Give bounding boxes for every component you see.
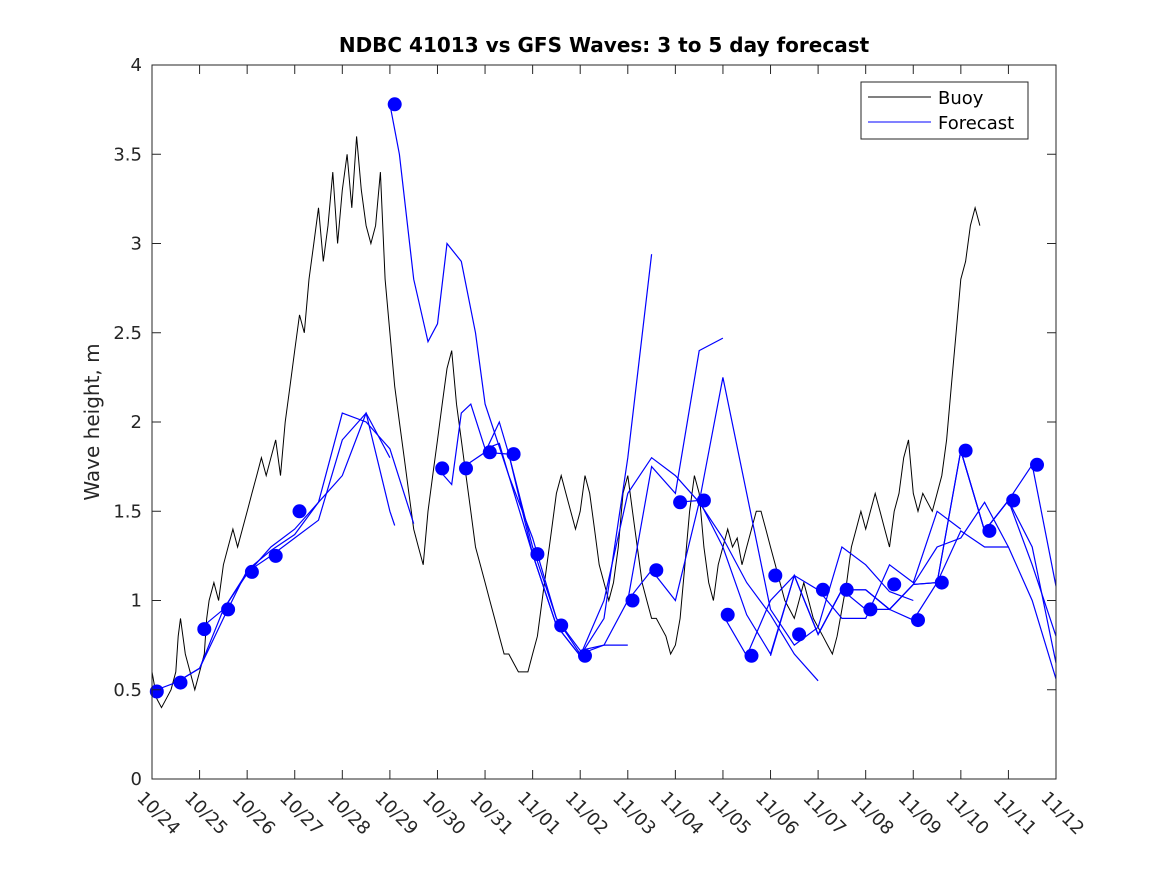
forecast-marker (197, 622, 212, 637)
forecast-marker (1006, 493, 1021, 508)
forecast-run-line (865, 530, 1057, 680)
y-tick-label: 0.5 (113, 680, 142, 701)
forecast-marker (934, 575, 949, 590)
forecast-marker (482, 445, 497, 460)
forecast-run-line (437, 254, 653, 657)
forecast-run-line (460, 337, 724, 652)
y-tick-label: 4 (131, 55, 142, 76)
forecast-run-line (485, 451, 819, 682)
forecast-marker (459, 461, 473, 476)
chart-title: NDBC 41013 vs GFS Waves: 3 to 5 day fore… (339, 33, 870, 57)
forecast-marker (435, 461, 450, 476)
forecast-run-line (389, 104, 628, 655)
buoy-line (151, 136, 981, 709)
forecast-marker (792, 627, 807, 642)
forecast-marker (625, 593, 640, 608)
forecast-marker (221, 602, 236, 617)
forecast-markers (149, 97, 1044, 699)
forecast-marker (720, 607, 735, 622)
legend-box (860, 81, 1029, 140)
y-tick-label: 2 (131, 412, 142, 433)
forecast-marker (696, 493, 711, 508)
forecast-marker (673, 495, 688, 510)
legend-buoy-label: Buoy (938, 88, 984, 109)
forecast-marker (244, 564, 259, 579)
forecast-marker (506, 447, 521, 462)
forecast-run-line (199, 412, 415, 630)
y-tick-label: 3.5 (113, 144, 142, 165)
legend-forecast-label: Forecast (938, 113, 1014, 134)
y-axis: 0 0.5 1 1.5 2 2.5 3 3.5 4 (113, 55, 1056, 790)
forecast-marker (863, 602, 878, 617)
buoy-series (151, 136, 981, 709)
y-tick-label: 1.5 (113, 501, 142, 522)
forecast-marker (839, 582, 854, 597)
forecast-run-line (175, 411, 396, 684)
forecast-marker (815, 582, 830, 597)
forecast-marker (292, 504, 307, 519)
forecast-marker (149, 684, 164, 699)
forecast-marker (578, 648, 592, 663)
forecast-marker (982, 523, 997, 538)
forecast-marker (387, 97, 402, 112)
y-axis-label: Wave height, m (80, 343, 104, 500)
y-tick-label: 3 (131, 234, 142, 255)
forecast-marker (554, 618, 569, 633)
forecast-marker (649, 563, 664, 578)
forecast-marker (1030, 457, 1044, 472)
forecast-run-line (627, 377, 914, 646)
y-tick-label: 0 (131, 769, 142, 790)
y-tick-label: 2.5 (113, 323, 142, 344)
y-tick-label: 1 (131, 591, 142, 612)
forecast-marker (958, 443, 973, 458)
plot-area (149, 97, 1057, 709)
forecast-marker (530, 547, 545, 562)
forecast-marker (744, 648, 759, 663)
forecast-marker (268, 548, 283, 563)
forecast-marker (887, 577, 902, 592)
legend: Buoy Forecast (860, 81, 1029, 140)
forecast-marker (173, 675, 188, 690)
forecast-marker (768, 568, 783, 583)
forecast-marker (911, 613, 925, 628)
